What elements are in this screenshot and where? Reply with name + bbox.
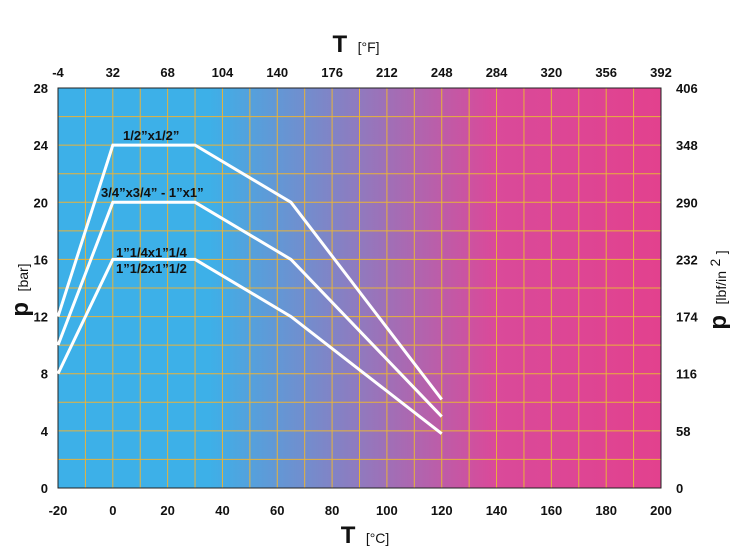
bottom-tick-label: 180 [595, 503, 617, 518]
bottom-axis-symbol: T [341, 522, 356, 549]
top-axis-unit: [°F] [358, 39, 380, 55]
right-tick-label: 348 [676, 138, 698, 153]
left-tick-label: 20 [34, 195, 48, 210]
bottom-tick-label: 120 [431, 503, 453, 518]
series-label-3-1: 1”1/4x1”1/4 [116, 245, 188, 260]
top-axis-symbol: T [332, 31, 347, 58]
bottom-tick-label: -20 [49, 503, 68, 518]
right-tick-label: 290 [676, 195, 698, 210]
top-tick-label: 176 [321, 65, 343, 80]
left-tick-label: 4 [41, 424, 49, 439]
bottom-tick-label: 140 [486, 503, 508, 518]
series-line-3 [56, 257, 443, 435]
top-tick-label: 248 [431, 65, 453, 80]
top-tick-label: 284 [486, 65, 508, 80]
top-tick-label: 212 [376, 65, 398, 80]
top-tick-label: -4 [52, 65, 64, 80]
bottom-tick-label: 40 [215, 503, 229, 518]
plot-border [57, 87, 662, 489]
top-tick-label: 356 [595, 65, 617, 80]
series-line-2 [56, 200, 443, 418]
right-tick-label: 406 [676, 81, 698, 96]
series-label-3-2: 1”1/2x1”1/2 [116, 261, 187, 276]
right-axis-symbol: p [705, 315, 730, 330]
bottom-tick-label: 100 [376, 503, 398, 518]
grid [58, 88, 661, 488]
left-tick-label: 24 [34, 138, 49, 153]
top-tick-label: 68 [160, 65, 174, 80]
bottom-tick-label: 0 [109, 503, 116, 518]
series-labels: 1/2”x1/2” 3/4”x3/4” - 1”x1” 1”1/4x1”1/41”1… [101, 128, 204, 276]
top-tick-label: 140 [266, 65, 288, 80]
left-tick-label: 0 [41, 481, 48, 496]
right-tick-label: 0 [676, 481, 683, 496]
right-axis-unit-main: [lbf/in [713, 271, 729, 304]
left-tick-label: 8 [41, 367, 48, 382]
series-line-1 [56, 143, 443, 401]
left-tick-label: 12 [34, 310, 48, 325]
plot-frame [57, 87, 662, 489]
top-tick-label: 320 [541, 65, 563, 80]
right-tick-label: 116 [676, 367, 697, 382]
right-axis-unit-sup: 2 [707, 259, 723, 267]
series-lines [56, 143, 443, 435]
bottom-axis-title: T [°C] [341, 522, 390, 549]
right-axis-title: p [lbf/in 2 ] [705, 250, 730, 329]
left-axis-title: p [bar] [7, 263, 34, 316]
left-tick-label: 16 [34, 252, 48, 267]
bottom-tick-label: 160 [541, 503, 563, 518]
top-tick-label: 392 [650, 65, 672, 80]
left-tick-label: 28 [34, 81, 48, 96]
bottom-axis-unit: [°C] [366, 530, 390, 546]
top-tick-label: 104 [212, 65, 234, 80]
right-tick-label: 58 [676, 424, 690, 439]
top-tick-label: 32 [106, 65, 120, 80]
series-label-1: 1/2”x1/2” [123, 128, 179, 143]
series-label-2: 3/4”x3/4” - 1”x1” [101, 185, 204, 200]
bottom-tick-label: 20 [160, 503, 174, 518]
right-tick-label: 232 [676, 252, 698, 267]
bottom-tick-label: 200 [650, 503, 672, 518]
right-tick-label: 174 [676, 310, 698, 325]
top-axis-title: T [°F] [332, 31, 379, 58]
bottom-tick-label: 60 [270, 503, 284, 518]
bottom-tick-label: 80 [325, 503, 339, 518]
right-axis-unit-end: ] [713, 250, 729, 254]
left-axis-unit: [bar] [15, 263, 31, 291]
tick-labels: -20 0 20 40 60 80 100 120 140 160 180 200-4 32 68 104 1… [34, 65, 699, 518]
left-axis-symbol: p [7, 302, 34, 317]
